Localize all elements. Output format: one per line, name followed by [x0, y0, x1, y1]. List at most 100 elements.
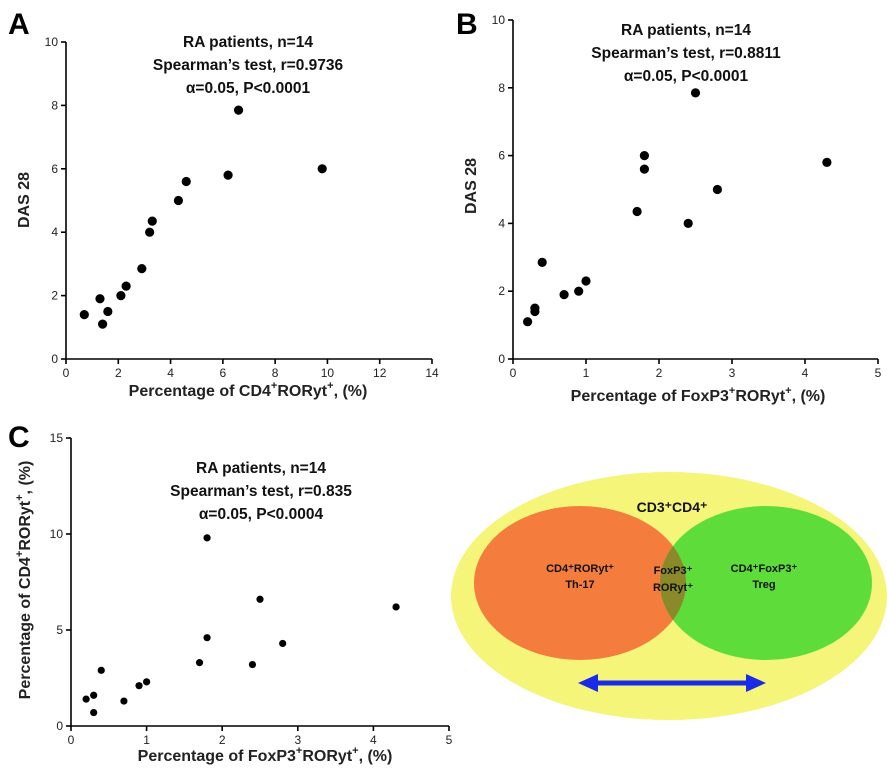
scatter-point — [97, 666, 105, 674]
y-tick-label: 6 — [51, 162, 58, 176]
x-tick-label: 3 — [729, 366, 736, 380]
x-tick-label: 5 — [446, 733, 453, 747]
venn-left-label-line1: CD4⁺RORyt⁺ — [546, 563, 614, 575]
panel-c: C RA patients, n=14 Spearman’s test, r=0… — [8, 421, 453, 765]
scatter-point — [79, 310, 89, 320]
y-tick-label: 4 — [498, 216, 505, 230]
panel-c-stat-test: Spearman’s test, r=0.835 — [170, 483, 352, 500]
panel-c-x-axis-label: Percentage of FoxP3+RORyt+, (%) — [138, 745, 393, 765]
scatter-point — [181, 176, 191, 187]
panel-b: B RA patients, n=14 Spearman’s test, r=0… — [456, 8, 882, 405]
panel-a: A RA patients, n=14 Spearman’s test, r=0… — [8, 8, 439, 400]
scatter-point — [683, 218, 693, 228]
scatter-point — [639, 164, 650, 174]
panel-b-stat-n: RA patients, n=14 — [621, 22, 751, 39]
venn-left-ellipse — [474, 506, 686, 660]
scatter-point — [203, 534, 211, 542]
panel-b-stat-test: Spearman’s test, r=0.8811 — [591, 45, 781, 62]
panel-a-stat-p: α=0.05, P<0.0001 — [186, 80, 311, 97]
scatter-point — [279, 639, 287, 648]
panel-a-stat-test: Spearman’s test, r=0.9736 — [153, 57, 344, 74]
y-tick-label: 5 — [56, 623, 63, 637]
x-tick-label: 8 — [272, 366, 279, 380]
panel-c-y-axis-label: Percentage of CD4+RORyt+, (%) — [14, 461, 34, 700]
y-tick-label: 8 — [498, 81, 505, 95]
scatter-point — [137, 264, 147, 274]
scatter-point — [98, 319, 108, 329]
x-tick-label: 4 — [167, 366, 174, 380]
scatter-point — [712, 184, 723, 195]
y-tick-label: 15 — [50, 431, 64, 445]
x-tick-label: 0 — [63, 366, 70, 380]
x-tick-label: 5 — [875, 366, 882, 380]
panel-c-stat-n: RA patients, n=14 — [196, 460, 326, 477]
venn-center-label-line1: FoxP3⁺ — [654, 565, 693, 577]
scatter-point — [523, 317, 533, 327]
y-tick-label: 0 — [498, 352, 505, 366]
scatter-point — [173, 195, 184, 206]
venn-outer-label: CD3⁺CD4⁺ — [637, 499, 708, 515]
panel-b-stat-p: α=0.05, P<0.0001 — [624, 68, 749, 85]
venn-right-ellipse — [660, 506, 872, 660]
panel-b-y-axis-label: DAS 28 — [463, 158, 480, 214]
scatter-point — [574, 286, 584, 296]
scatter-plot-b: 0 1 2 3 4 5 0 2 4 6 8 10 — [492, 13, 882, 380]
scatter-plot-a: 0 2 4 6 8 10 12 14 0 2 4 6 8 10 — [45, 35, 439, 380]
scatter-point — [203, 634, 211, 642]
x-tick-label: 1 — [583, 366, 590, 380]
x-tick-label: 6 — [220, 366, 227, 380]
panel-a-stat-n: RA patients, n=14 — [183, 34, 313, 51]
scatter-point — [145, 227, 155, 237]
y-tick-label: 2 — [498, 284, 505, 298]
scatter-point — [581, 276, 591, 286]
panel-b-x-axis-label: Percentage of FoxP3+RORyt+, (%) — [571, 385, 826, 405]
panel-letter-c: C — [8, 421, 30, 454]
scatter-point — [537, 257, 547, 267]
y-tick-label: 10 — [45, 35, 59, 49]
scatter-point — [256, 595, 264, 603]
scatter-point — [392, 603, 400, 611]
venn-center-label-line2: RORyt⁺ — [653, 582, 693, 594]
y-tick-label: 4 — [51, 225, 58, 239]
x-tick-label: 2 — [656, 366, 663, 380]
y-tick-label: 0 — [56, 719, 63, 733]
x-tick-label: 0 — [68, 733, 75, 747]
x-tick-label: 1 — [143, 733, 150, 747]
y-tick-label: 6 — [498, 149, 505, 163]
scatter-point — [121, 281, 131, 291]
scatter-point — [822, 157, 832, 167]
scatter-point — [95, 294, 105, 304]
panel-c-stat-p: α=0.05, P<0.0004 — [199, 506, 324, 523]
scatter-point — [135, 682, 143, 690]
y-tick-label: 8 — [51, 98, 58, 112]
scatter-point — [248, 660, 257, 669]
scatter-point — [120, 697, 128, 705]
scatter-point — [143, 678, 151, 686]
scatter-point — [195, 659, 204, 667]
venn-right-label-line2: Treg — [752, 579, 775, 591]
scatter-point — [317, 164, 327, 174]
y-tick-label: 2 — [51, 289, 58, 303]
scatter-point — [632, 206, 642, 217]
y-tick-label: 10 — [492, 13, 506, 27]
scatter-point — [82, 695, 90, 703]
scatter-point — [690, 88, 701, 98]
scatter-point — [639, 151, 650, 161]
panel-letter-b: B — [456, 8, 478, 41]
x-tick-label: 2 — [219, 733, 226, 747]
venn-left-label-line2: Th-17 — [565, 579, 594, 591]
x-tick-label: 4 — [802, 366, 809, 380]
panel-letter-a: A — [8, 8, 30, 41]
venn-right-label-line1: CD4⁺FoxP3⁺ — [731, 563, 798, 575]
scatter-point — [147, 216, 157, 226]
scatter-plot-c: 0 1 2 3 4 5 0 5 10 15 — [50, 431, 453, 747]
x-tick-label: 3 — [294, 733, 301, 747]
venn-diagram: CD3⁺CD4⁺ CD4⁺RORyt⁺ Th-17 FoxP3⁺ RORyt⁺ … — [451, 472, 887, 720]
y-tick-label: 10 — [50, 527, 64, 541]
scatter-point — [90, 708, 98, 717]
scatter-point — [233, 105, 244, 115]
panel-a-y-axis-label: DAS 28 — [16, 172, 33, 228]
x-tick-label: 14 — [425, 366, 439, 380]
x-tick-label: 10 — [321, 366, 335, 380]
